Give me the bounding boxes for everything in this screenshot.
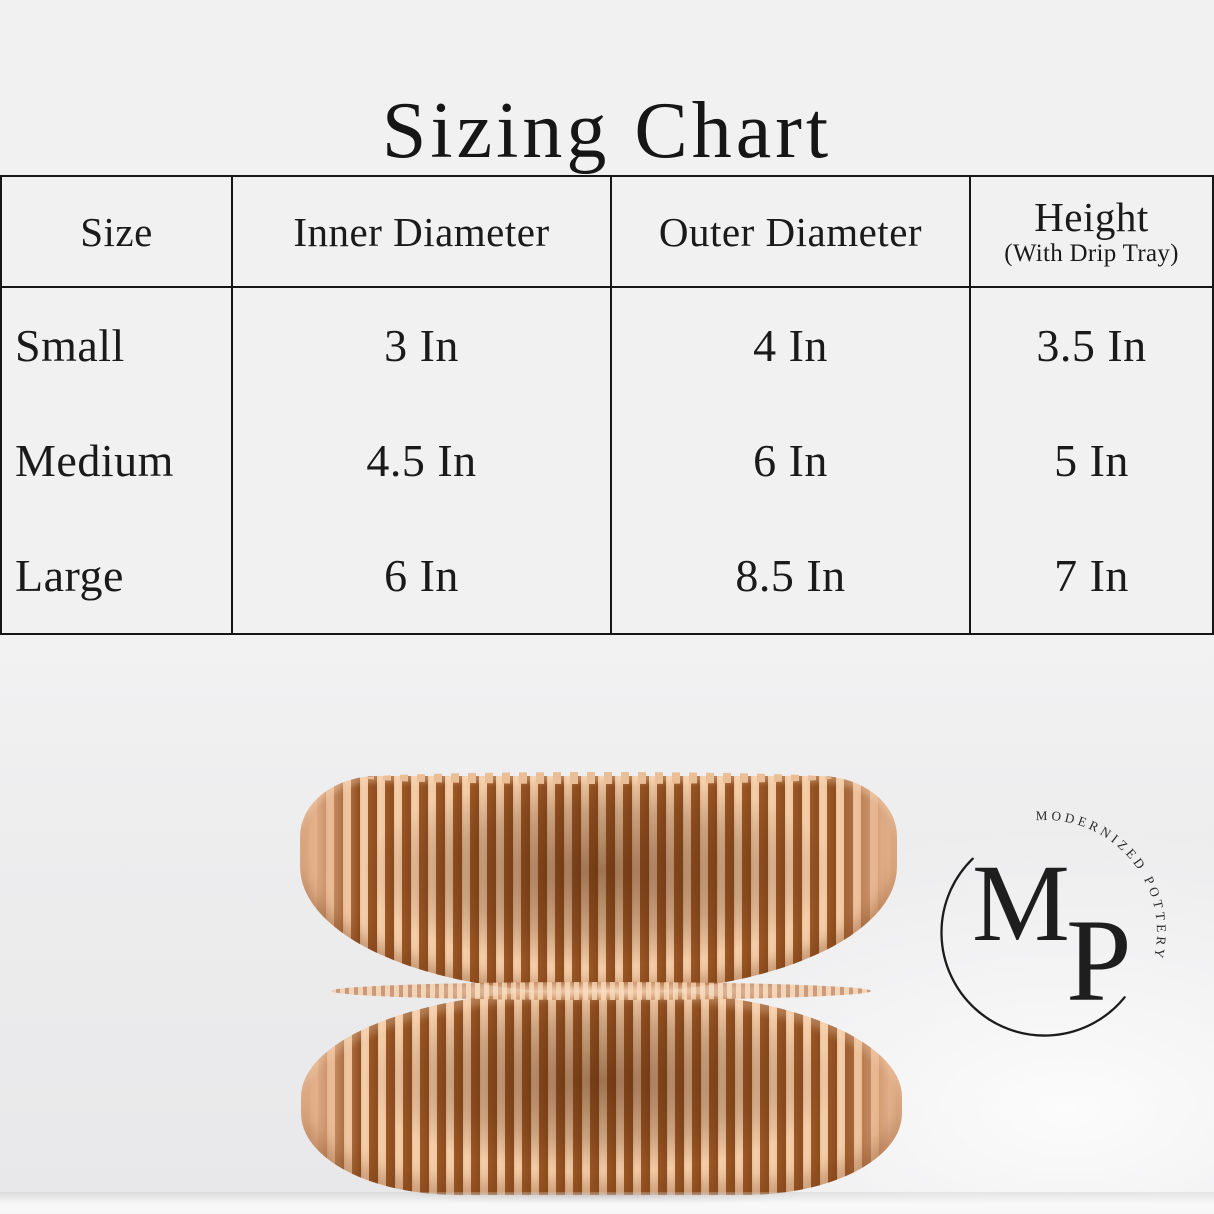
- row-medium-height: 5 In: [969, 403, 1212, 518]
- row-medium-label: Medium: [15, 435, 174, 486]
- row-small-label: Small: [15, 320, 125, 371]
- row-large-label: Large: [15, 550, 124, 601]
- row-large-inner: 6 In: [231, 518, 610, 633]
- planter-bottom-bulb: [301, 991, 902, 1195]
- col-header-inner-diameter: Inner Diameter: [231, 177, 610, 288]
- logo-monogram-p: P: [1066, 895, 1132, 1026]
- col-header-height-subnote: (With Drip Tray): [1004, 239, 1179, 267]
- row-large-height: 7 In: [969, 518, 1212, 633]
- planter-top-rim: [366, 772, 832, 784]
- page-title: Sizing Chart: [381, 86, 833, 175]
- row-medium-outer: 6 In: [610, 403, 969, 518]
- modernized-pottery-logo: MODERNIZED POTTERY M P: [940, 808, 1166, 1037]
- planter-waist-seam: [331, 982, 871, 1000]
- row-small-outer: 4 In: [610, 288, 969, 403]
- planter-top-bulb: [300, 776, 897, 992]
- logo-monogram-m: M: [972, 842, 1070, 964]
- col-header-height-label: Height: [1034, 193, 1149, 240]
- col-header-outer-diameter: Outer Diameter: [610, 177, 969, 288]
- row-small-inner: 3 In: [231, 288, 610, 403]
- logo-circle-arc: [940, 857, 1126, 1037]
- product-photo: [0, 636, 1214, 1214]
- floor: [0, 1192, 1214, 1214]
- sizing-table: Size Inner Diameter Outer Diameter Heigh…: [0, 175, 1214, 635]
- col-header-height: Height (With Drip Tray): [969, 177, 1212, 288]
- col-header-size: Size: [2, 177, 231, 288]
- row-small-height: 3.5 In: [969, 288, 1212, 403]
- row-medium-inner: 4.5 In: [231, 403, 610, 518]
- row-large-outer: 8.5 In: [610, 518, 969, 633]
